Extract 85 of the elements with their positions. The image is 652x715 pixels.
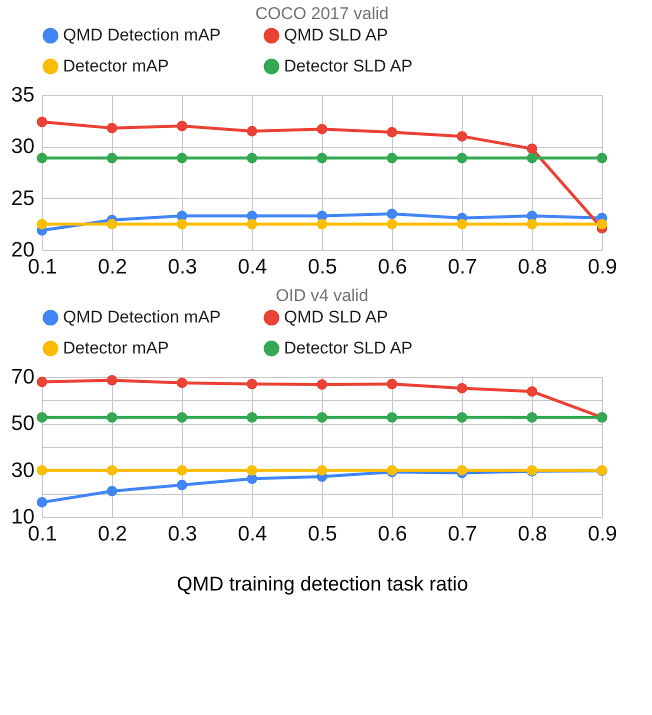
x-tick-label: 0.9 <box>588 522 618 546</box>
point <box>386 208 398 220</box>
x-tick-label: 0.5 <box>308 522 338 546</box>
point <box>176 378 188 388</box>
x-tick-label: 0.9 <box>588 256 618 278</box>
point <box>316 379 328 390</box>
x-tick-label: 0.5 <box>308 256 338 278</box>
point <box>386 412 398 423</box>
x-tick-label: 0.4 <box>238 522 268 546</box>
y-tick-label: 50 <box>11 412 34 436</box>
point <box>246 152 258 164</box>
x-tick-label: 0.3 <box>168 522 198 546</box>
point <box>106 375 118 386</box>
point <box>106 218 118 230</box>
x-tick-label: 0.8 <box>518 256 548 278</box>
point <box>386 152 398 164</box>
x-axis-title: QMD training detection task ratio <box>176 574 468 596</box>
x-tick-label: 0.3 <box>168 256 198 278</box>
y-tick-label: 30 <box>11 135 34 158</box>
point <box>526 412 538 423</box>
legend-label: Detector mAP <box>63 338 169 358</box>
x-tick-label: 0.7 <box>448 522 478 546</box>
x-tick-label: 0.6 <box>378 522 408 546</box>
point <box>106 412 118 423</box>
point <box>456 382 468 394</box>
y-tick-label: 35 <box>11 84 34 106</box>
x-tick-label: 0.6 <box>378 256 408 278</box>
point <box>246 465 258 476</box>
point <box>246 378 258 390</box>
legend-label: Detector mAP <box>63 56 169 76</box>
point <box>316 465 328 476</box>
legend-label: QMD Detection mAP <box>63 26 221 45</box>
point <box>526 386 538 397</box>
point <box>386 218 398 230</box>
point <box>526 144 538 154</box>
point <box>246 412 258 423</box>
point <box>456 412 468 423</box>
point <box>106 486 118 496</box>
point <box>176 152 188 164</box>
point <box>106 152 118 164</box>
legend-label: Detector SLD AP <box>284 338 413 358</box>
point <box>526 152 538 164</box>
point <box>316 152 328 164</box>
point <box>176 480 188 490</box>
y-tick-label: 25 <box>11 186 34 210</box>
point <box>246 218 258 230</box>
point <box>316 218 328 230</box>
x-tick-label: 0.4 <box>238 256 268 278</box>
point <box>456 152 468 164</box>
legend-label: Detector SLD AP <box>284 56 413 76</box>
point <box>106 122 118 134</box>
legend-label: QMD SLD AP <box>284 26 388 45</box>
point <box>36 465 48 476</box>
y-tick-label: 70 <box>11 366 34 388</box>
x-tick-label: 0.8 <box>518 522 548 546</box>
x-tick-label: 0.2 <box>98 256 128 278</box>
point <box>36 497 48 508</box>
point <box>36 152 48 164</box>
legend-label: QMD SLD AP <box>284 308 388 327</box>
point <box>36 116 48 128</box>
point <box>176 412 188 423</box>
point <box>456 131 468 142</box>
y-tick-label: 30 <box>11 458 34 482</box>
point <box>526 218 538 230</box>
point <box>386 126 398 138</box>
point <box>596 152 608 164</box>
x-tick-label: 0.2 <box>98 522 128 546</box>
point <box>36 218 48 230</box>
point <box>36 412 48 423</box>
point <box>176 120 188 132</box>
point <box>456 465 468 476</box>
legend-label: QMD Detection mAP <box>63 308 221 327</box>
point <box>456 218 468 230</box>
point <box>176 465 188 476</box>
x-tick-label: 0.7 <box>448 256 478 278</box>
point <box>106 465 118 476</box>
point <box>316 412 328 423</box>
point <box>246 126 258 136</box>
point <box>596 218 608 230</box>
point <box>176 218 188 230</box>
point <box>36 376 48 388</box>
chart-title: OID v4 valid <box>276 286 368 305</box>
point <box>316 124 328 134</box>
chart-title: COCO 2017 valid <box>255 4 389 23</box>
point <box>386 378 398 390</box>
